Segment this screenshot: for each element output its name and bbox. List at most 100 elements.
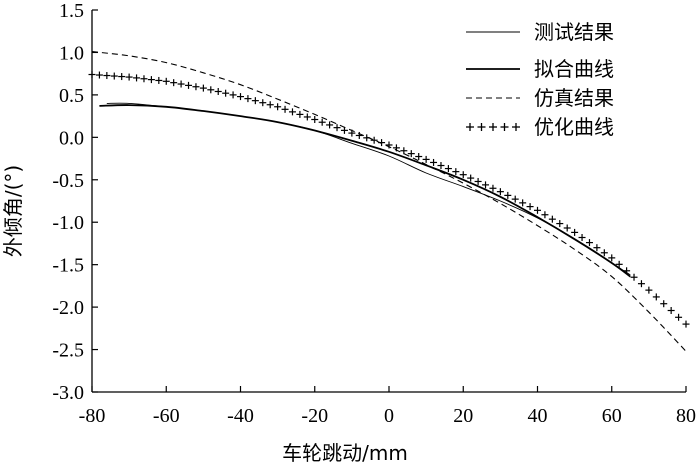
series-3-point (155, 76, 163, 84)
y-tick-label: -2.0 (52, 297, 84, 319)
series-3-point (162, 77, 170, 85)
series-3-point (378, 139, 386, 147)
series-3-point (571, 228, 579, 236)
y-tick-label: 1.5 (59, 0, 84, 22)
legend-label: 优化曲线 (534, 115, 614, 139)
y-tick-label: -0.5 (52, 170, 84, 192)
legend-marker (477, 123, 486, 131)
series-3-point (125, 73, 133, 81)
plot-area (88, 51, 690, 352)
series-3-point (496, 188, 504, 196)
x-tick-label: 40 (528, 405, 548, 427)
series-3-point (170, 79, 178, 87)
legend-label: 拟合曲线 (534, 57, 614, 81)
series-3-markers (88, 71, 690, 328)
legend-item-0: 测试结果 (466, 20, 614, 44)
series-3-point (326, 121, 334, 129)
series-3-point (133, 74, 141, 82)
series-3-point (519, 199, 527, 207)
series-3-point (526, 203, 534, 211)
series-3-point (318, 118, 326, 126)
series-3-point (645, 286, 653, 294)
series-3-point (585, 239, 593, 247)
axes: 1.5 1.0 0.5 0.0 -0.5 -1.0 -1.5 -2.0 -2.5 -3.0-80 -… (52, 0, 696, 427)
series-3-point (363, 134, 371, 142)
series-3-point (578, 234, 586, 242)
series-3-point (385, 141, 393, 149)
series-3-point (229, 91, 237, 99)
series-3-point (237, 93, 244, 101)
series-3-point (675, 313, 683, 321)
y-tick-label: -1.0 (52, 212, 84, 234)
y-tick-label: 1.0 (59, 42, 84, 64)
series-3-point (682, 320, 690, 328)
series-3-point (207, 86, 215, 94)
series-3-point (110, 72, 118, 80)
series-3-point (608, 254, 616, 262)
legend-marker (489, 123, 497, 131)
series-3-point (177, 80, 185, 88)
series-3-point (370, 136, 378, 144)
series-3-point (667, 307, 675, 315)
series-3-point (556, 220, 564, 228)
series-3-point (407, 150, 415, 158)
legend-marker (512, 123, 520, 131)
series-3-point (214, 87, 222, 95)
series-3-point (288, 108, 296, 116)
legend-marker (500, 123, 509, 131)
series-3-point (103, 72, 111, 80)
y-tick-label: -3.0 (52, 382, 84, 404)
series-3-point (244, 95, 252, 103)
series-3-point (222, 89, 230, 97)
series-3-point (274, 103, 282, 111)
series-3-point (281, 105, 289, 113)
series-3-point (118, 73, 126, 81)
series-3-point (251, 97, 259, 105)
series-3-point (660, 300, 668, 308)
series-3-point (192, 83, 200, 91)
x-tick-label: -80 (79, 405, 106, 427)
series-3-point (482, 181, 490, 189)
series-3-point (430, 158, 438, 166)
series-3-point (266, 101, 274, 109)
series-3-point (534, 206, 541, 214)
series-3-point (444, 165, 452, 173)
series-3-point (511, 195, 519, 203)
y-tick-label: -2.5 (52, 340, 84, 362)
series-3-point (467, 174, 475, 182)
series-3-point (593, 244, 601, 252)
series-3-point (311, 116, 319, 124)
y-tick-label: 0.0 (59, 127, 84, 149)
series-3-point (95, 71, 103, 79)
series-3-point (541, 211, 549, 219)
legend-label: 仿真结果 (534, 86, 614, 110)
series-3-point (355, 131, 363, 139)
series-3-point (415, 153, 423, 161)
y-tick-label: 0.5 (59, 85, 84, 107)
x-tick-label: -40 (227, 405, 254, 427)
series-3-point (489, 184, 497, 192)
series-3-point (392, 144, 400, 152)
series-3-point (422, 155, 430, 163)
y-tick-label: -1.5 (52, 255, 84, 277)
series-3-point (504, 191, 512, 199)
legend-item-2: 仿真结果 (466, 86, 614, 110)
series-3-point (199, 84, 207, 92)
legend-item-1: 拟合曲线 (466, 57, 614, 81)
series-3-point (563, 224, 571, 232)
series-3-point (600, 249, 608, 257)
x-tick-label: -60 (153, 405, 180, 427)
legend-marker (466, 123, 474, 131)
series-3-point (140, 75, 148, 83)
x-tick-label: -20 (301, 405, 328, 427)
x-tick-label: 80 (676, 405, 696, 427)
x-axis-title: 车轮跳动/mm (282, 441, 408, 465)
series-3-point (147, 76, 155, 84)
series-1-line (99, 104, 631, 278)
legend-item-3: 优化曲线 (466, 115, 614, 139)
x-tick-label: 20 (453, 405, 473, 427)
series-3-point (637, 280, 645, 288)
series-3-point (185, 81, 193, 89)
